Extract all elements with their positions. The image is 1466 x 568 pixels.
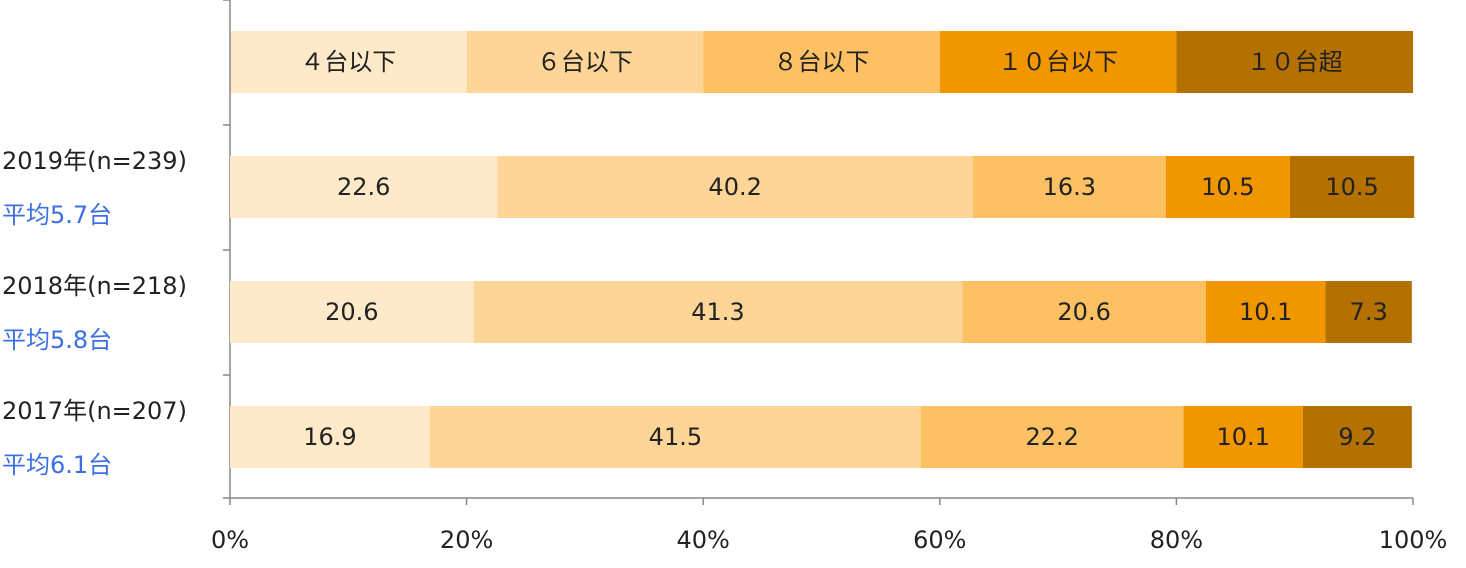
bar-segment: [1205, 281, 1326, 343]
value-label: 10.1: [1239, 298, 1292, 326]
bar-segment: [1165, 156, 1290, 218]
value-label: 20.6: [1057, 298, 1110, 326]
value-label: 22.2: [1025, 423, 1078, 451]
value-label: 10.1: [1217, 423, 1270, 451]
legend-label: ６台以下: [537, 48, 633, 76]
bar-segment: [972, 156, 1166, 218]
x-tick-label: 80%: [1150, 526, 1203, 554]
bar-segment: [962, 281, 1206, 343]
legend-swatch: [466, 31, 704, 93]
bar-segment: [473, 281, 963, 343]
bar-segment: [1302, 406, 1412, 468]
bar-segment: [920, 406, 1184, 468]
value-label: 7.3: [1350, 298, 1388, 326]
x-tick-label: 0%: [211, 526, 249, 554]
category-label: 2019年(n=239): [2, 147, 187, 175]
category-average: 平均5.7台: [2, 201, 112, 229]
category-label: 2018年(n=218): [2, 272, 187, 300]
bar-segment: [230, 156, 498, 218]
bar-segment: [230, 406, 430, 468]
legend-swatch: [230, 31, 467, 93]
legend-label: １０台以下: [998, 48, 1118, 76]
category-label: 2017年(n=207): [2, 397, 187, 425]
legend-swatch: [1176, 31, 1413, 93]
legend-label: ８台以下: [774, 48, 870, 76]
value-label: 22.6: [337, 173, 390, 201]
value-label: 41.3: [691, 298, 744, 326]
bar-segment: [230, 281, 474, 343]
legend-swatch: [939, 31, 1177, 93]
value-label: 16.9: [303, 423, 356, 451]
value-label: 16.3: [1043, 173, 1096, 201]
x-tick-label: 60%: [913, 526, 966, 554]
legend-label: １０台超: [1247, 48, 1343, 76]
legend-swatch: [703, 31, 940, 93]
value-label: 41.5: [649, 423, 702, 451]
x-tick-label: 40%: [677, 526, 730, 554]
legend-label: ４台以下: [300, 48, 396, 76]
value-label: 10.5: [1325, 173, 1378, 201]
bar-segment: [497, 156, 973, 218]
value-label: 9.2: [1338, 423, 1376, 451]
category-average: 平均6.1台: [2, 451, 112, 479]
bar-segment: [1183, 406, 1303, 468]
bar-segment: [429, 406, 921, 468]
value-label: 20.6: [325, 298, 378, 326]
bar-segment: [1325, 281, 1412, 343]
category-average: 平均5.8台: [2, 326, 112, 354]
x-tick-label: 100%: [1379, 526, 1448, 554]
bar-segment: [1289, 156, 1415, 218]
value-label: 40.2: [708, 173, 761, 201]
x-tick-label: 20%: [440, 526, 493, 554]
value-label: 10.5: [1201, 173, 1254, 201]
